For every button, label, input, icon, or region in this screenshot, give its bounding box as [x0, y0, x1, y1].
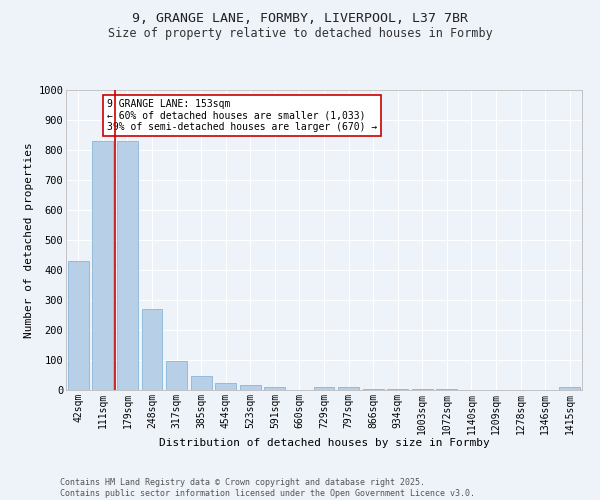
- Bar: [338, 388, 359, 390]
- Text: 9, GRANGE LANE, FORMBY, LIVERPOOL, L37 7BR: 9, GRANGE LANE, FORMBY, LIVERPOOL, L37 7…: [132, 12, 468, 26]
- Bar: [412, 389, 433, 390]
- Bar: [215, 384, 236, 390]
- Bar: [265, 388, 286, 390]
- Bar: [191, 376, 212, 390]
- Bar: [166, 361, 187, 390]
- Text: 9 GRANGE LANE: 153sqm
← 60% of detached houses are smaller (1,033)
39% of semi-d: 9 GRANGE LANE: 153sqm ← 60% of detached …: [107, 99, 377, 132]
- Text: Size of property relative to detached houses in Formby: Size of property relative to detached ho…: [107, 28, 493, 40]
- Bar: [142, 309, 163, 390]
- X-axis label: Distribution of detached houses by size in Formby: Distribution of detached houses by size …: [158, 438, 490, 448]
- Bar: [117, 141, 138, 390]
- Bar: [92, 141, 113, 390]
- Bar: [362, 388, 383, 390]
- Bar: [240, 385, 261, 390]
- Bar: [387, 388, 408, 390]
- Y-axis label: Number of detached properties: Number of detached properties: [24, 142, 34, 338]
- Bar: [68, 261, 89, 390]
- Text: Contains HM Land Registry data © Crown copyright and database right 2025.
Contai: Contains HM Land Registry data © Crown c…: [60, 478, 475, 498]
- Bar: [559, 388, 580, 390]
- Bar: [314, 386, 334, 390]
